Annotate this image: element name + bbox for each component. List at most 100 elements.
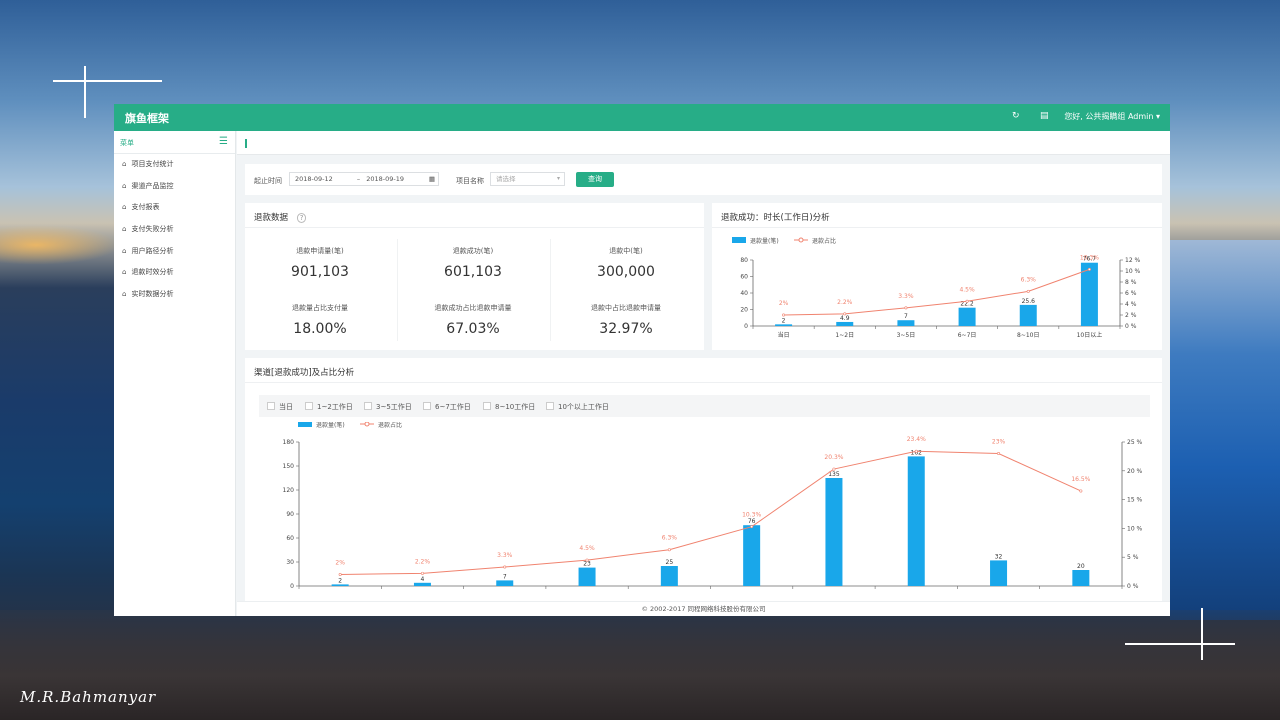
sidebar-item-project-payment[interactable]: ⌂ 项目支付统计 (114, 154, 235, 176)
channel-chart-card: 渠道[退款成功]及占比分析 当日 1~2工作日 3~5工作日 6~7工作日 8~… (245, 358, 1162, 601)
card-divider (245, 382, 1162, 383)
sidebar-item-label: 渠道产品监控 (131, 181, 174, 190)
ratio-point (503, 565, 507, 569)
ratio-data-label: 23.4% (907, 436, 926, 443)
y-tick-label: 0 (744, 323, 748, 330)
x-tick-label: 1~2日 (835, 332, 854, 339)
y-tick-label: 20 (740, 307, 748, 314)
sidebar-item-label: 支付报表 (131, 203, 160, 212)
bar (743, 525, 761, 586)
checkbox-same-day[interactable]: 当日 (267, 402, 293, 412)
y2-tick-label: 8 % (1125, 279, 1137, 286)
ratio-data-label: 2% (779, 300, 789, 307)
bar-data-label: 2 (338, 577, 342, 584)
y2-tick-label: 4 % (1125, 301, 1137, 308)
bar-data-label: 7 (503, 573, 507, 580)
checkbox-10-plus-days[interactable]: 10个以上工作日 (546, 402, 609, 412)
stat-value: 300,000 (597, 264, 655, 280)
date-range-input[interactable]: 2018-09-12 – 2018-09-19 ▦ (289, 172, 439, 186)
date-range-label: 起止时间 (254, 177, 282, 185)
map-icon[interactable]: ▤ (1040, 111, 1049, 121)
bar (990, 560, 1008, 586)
footer: © 2002-2017 同程网络科技股份有限公司 (237, 601, 1170, 616)
legend-line-marker (798, 237, 804, 243)
refund-data-card: 退款数据 ? 退款申请量(笔) 901,103 退款成功(笔) 601,103 … (245, 203, 704, 350)
ratio-data-label: 6.3% (1021, 276, 1037, 283)
ratio-point (585, 558, 589, 562)
home-icon: ⌂ (122, 225, 127, 234)
ratio-point (338, 572, 342, 576)
sidebar: 菜单 ☰ ⌂ 项目支付统计 ⌂ 渠道产品监控 ⌂ 支付报表 ⌂ 支付失败分析 ⌂ 用户路径… (114, 131, 236, 616)
sidebar-item-channel-monitor[interactable]: ⌂ 渠道产品监控 (114, 176, 235, 198)
tab-strip (237, 131, 1170, 155)
cross-decoration-vertical (1201, 608, 1203, 660)
checkbox-3-5-days[interactable]: 3~5工作日 (364, 402, 412, 412)
x-tick-label: 6~7日 (958, 332, 977, 339)
column-divider (550, 239, 551, 341)
legend-label: 退款量(笔) (750, 237, 779, 245)
stat-value: 18.00% (293, 321, 347, 337)
ratio-data-label: 4.5% (959, 286, 975, 293)
y-tick-label: 40 (740, 290, 748, 297)
sidebar-item-user-path[interactable]: ⌂ 用户路径分析 (114, 241, 235, 263)
sidebar-item-payment-failure[interactable]: ⌂ 支付失败分析 (114, 219, 235, 241)
x-tick-label: 3~5日 (897, 332, 916, 339)
background-beach (0, 610, 1280, 720)
background-glow (0, 225, 120, 265)
stat-value: 67.03% (446, 321, 500, 337)
bar (660, 566, 678, 586)
refresh-icon[interactable]: ↻ (1012, 111, 1020, 121)
ratio-line (783, 268, 1090, 316)
bar-data-label: 23 (583, 561, 591, 568)
y2-tick-label: 0 % (1127, 583, 1139, 590)
y-tick-label: 60 (740, 274, 748, 281)
channel-chart: 退款量(笔) 退款占比 0 30 60 90 120 150 180 0 % 5 % 10 % 15 %… (283, 422, 1143, 590)
date-separator: – (356, 175, 361, 183)
bar (578, 567, 596, 586)
duration-chart: 退款量(笔) 退款占比 0 20 40 60 80 0 % 2 % 4 % 6 % 8 % 10 % 12… (732, 237, 1141, 339)
menu-toggle-icon[interactable]: ☰ (219, 136, 228, 147)
bar-data-label: 4.9 (840, 315, 850, 322)
stat-label: 退款申请量(笔) (296, 247, 344, 255)
end-date: 2018-09-19 (366, 175, 404, 183)
ratio-point (914, 449, 918, 453)
stat-label: 退款中(笔) (609, 247, 643, 255)
user-menu[interactable]: 您好, 公共揭瞒组 Admin ▾ (1064, 111, 1160, 122)
main-content: 起止时间 2018-09-12 – 2018-09-19 ▦ 项目名称 请选择 … (237, 131, 1170, 616)
bar-data-label: 25 (666, 559, 674, 566)
home-icon: ⌂ (122, 181, 127, 190)
background-sea (1170, 240, 1280, 620)
bar-data-label: 22.2 (960, 301, 974, 308)
checkbox-1-2-days[interactable]: 1~2工作日 (305, 402, 353, 412)
bar-data-label: 135 (828, 471, 840, 478)
y2-tick-label: 2 % (1125, 312, 1137, 319)
project-select[interactable]: 请选择 ▾ (490, 172, 565, 186)
bar (775, 324, 793, 326)
caret-down-icon: ▾ (1155, 112, 1160, 121)
sidebar-title: 菜单 (120, 139, 134, 147)
checkbox-8-10-days[interactable]: 8~10工作日 (483, 402, 535, 412)
question-icon[interactable]: ? (296, 213, 307, 223)
sidebar-header: 菜单 ☰ (114, 131, 235, 154)
sidebar-item-realtime[interactable]: ⌂ 实时数据分析 (114, 284, 235, 306)
calendar-icon[interactable]: ▦ (428, 175, 435, 183)
ratio-data-label: 2.2% (415, 558, 431, 565)
ratio-point (904, 306, 908, 310)
ratio-data-label: 20.3% (824, 454, 843, 461)
active-tab-marker (245, 139, 247, 148)
legend-label: 退款占比 (812, 237, 836, 245)
sidebar-item-refund-timeliness[interactable]: ⌂ 退款时效分析 (114, 262, 235, 284)
y-tick-label: 180 (283, 439, 295, 446)
sidebar-item-payment-report[interactable]: ⌂ 支付报表 (114, 197, 235, 219)
ratio-point (843, 312, 847, 316)
bar (496, 580, 514, 586)
checkbox-6-7-days[interactable]: 6~7工作日 (423, 402, 471, 412)
query-button[interactable]: 查询 (576, 172, 614, 187)
legend-bar-swatch (298, 422, 312, 427)
ratio-point (1079, 489, 1083, 493)
stat-label: 退款成功(笔) (452, 247, 494, 255)
y-tick-label: 80 (740, 257, 748, 264)
bar-data-label: 2 (782, 317, 786, 324)
x-tick-label: 8~10日 (1017, 332, 1039, 339)
y2-tick-label: 10 % (1125, 268, 1141, 275)
